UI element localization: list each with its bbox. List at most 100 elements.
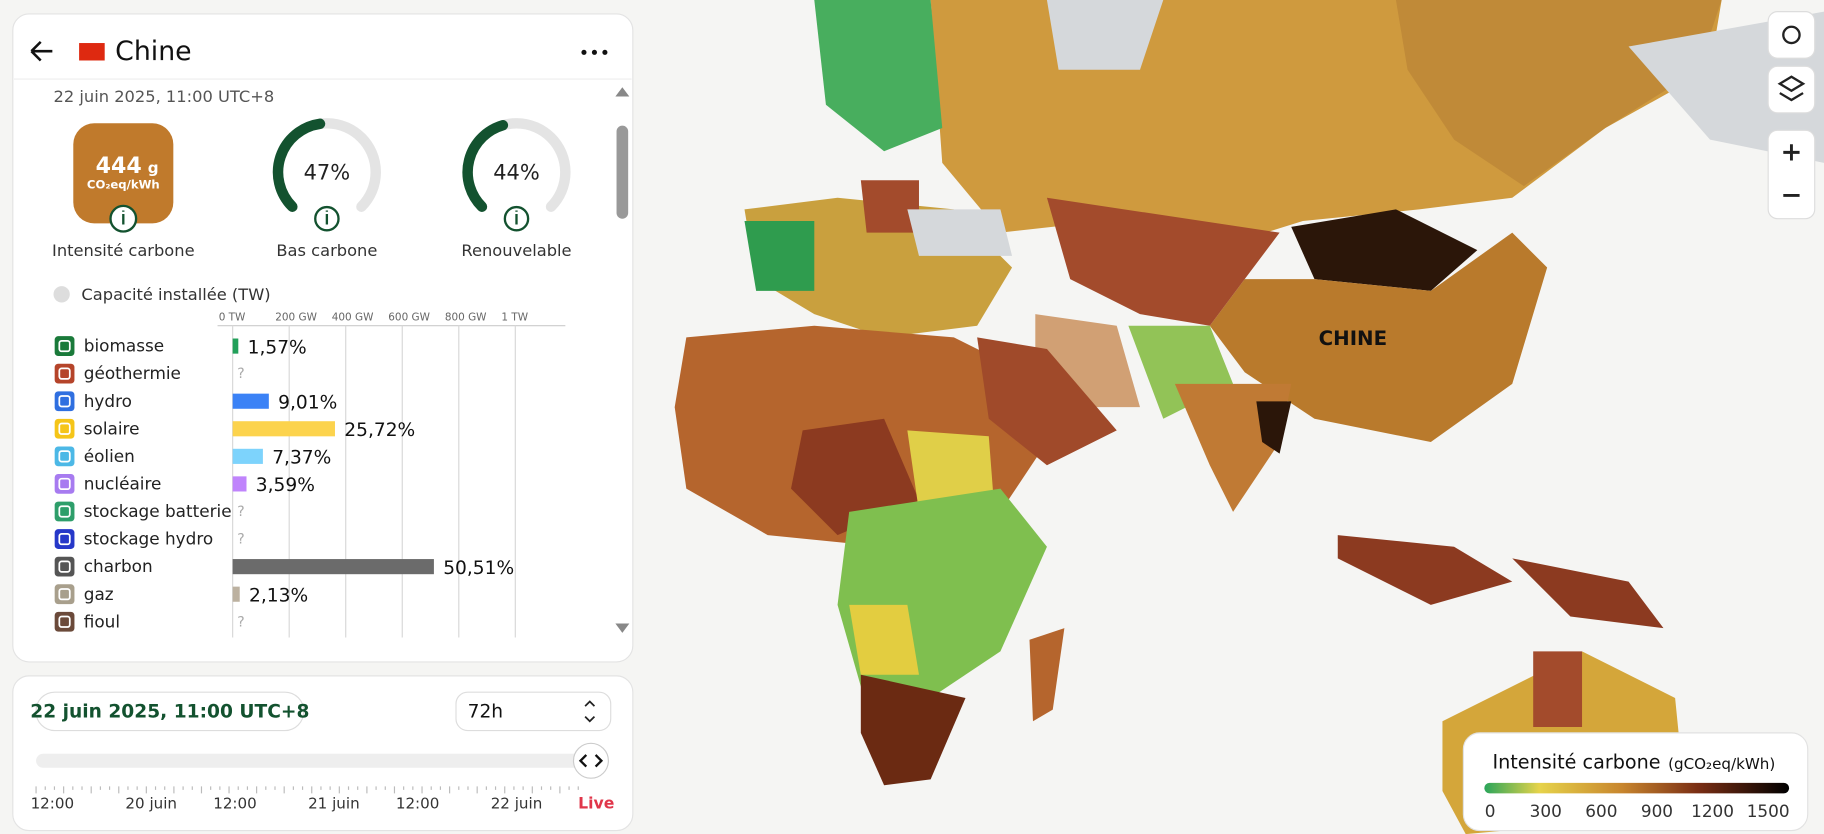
- gauge-label: 47%: [304, 160, 351, 184]
- legend-tick-label: 300: [1530, 801, 1562, 821]
- x-tick-label: 0 TW: [219, 312, 246, 324]
- legend: Intensité carbone (gCO₂eq/kWh) 0 300 600 90…: [1462, 732, 1809, 832]
- zoom-control: [1767, 129, 1816, 220]
- settings-icon: [1782, 25, 1801, 45]
- source-name: charbon: [84, 556, 153, 576]
- capacity-bar: [232, 476, 247, 492]
- scroll-up[interactable]: [615, 87, 630, 97]
- source-icon: [54, 501, 75, 522]
- x-tick-label: 800 GW: [445, 312, 487, 324]
- value-label: 25,72%: [344, 420, 415, 441]
- range-select[interactable]: [455, 691, 612, 732]
- live-label[interactable]: Live: [578, 793, 614, 812]
- intensity-sub: CO₂eq/kWh: [87, 177, 160, 191]
- value-label: ?: [237, 504, 244, 520]
- source-icon-glyph: [58, 532, 71, 546]
- intensity-caption: Intensité carbone: [52, 241, 195, 260]
- info-icon[interactable]: [109, 204, 138, 233]
- map-controls: [1767, 11, 1816, 220]
- source-name: géothermie: [84, 363, 181, 383]
- legend-unit: (gCO₂eq/kWh): [1668, 755, 1775, 773]
- capacity-bar: [232, 586, 240, 602]
- source-icon: [54, 529, 75, 549]
- value-label: 9,01%: [278, 392, 337, 413]
- settings-button[interactable]: [1767, 11, 1816, 59]
- x-tick-label: 200 GW: [275, 312, 317, 324]
- source-name: stockage batterie: [84, 501, 232, 521]
- source-name: stockage hydro: [84, 529, 213, 549]
- gauge-label: 44%: [493, 160, 540, 184]
- source-icon-glyph: [58, 505, 71, 518]
- legend-tick-label: 1200: [1691, 801, 1734, 821]
- timeline-handle[interactable]: [572, 742, 609, 779]
- timeline-tick-label: 20 juin: [125, 794, 177, 812]
- select-arrows: [584, 700, 596, 723]
- gauge-arc: [462, 120, 509, 212]
- zoom-in[interactable]: [1783, 144, 1800, 161]
- x-tick-label: 600 GW: [388, 312, 430, 324]
- capacity-bar: [232, 393, 269, 409]
- legend-tick-label: 0: [1485, 801, 1496, 821]
- capacity-bar: [232, 559, 434, 575]
- legend-box: [1462, 732, 1809, 832]
- gauge-caption: Bas carbone: [276, 241, 377, 260]
- timeline-tick-label: 12:00: [31, 794, 75, 812]
- back-button[interactable]: [30, 40, 53, 62]
- source-name: biomasse: [84, 336, 164, 356]
- source-name: solaire: [84, 418, 140, 438]
- value-label: ?: [237, 366, 244, 382]
- x-tick-label: 1 TW: [501, 312, 528, 324]
- range-value: 72h: [468, 701, 503, 722]
- source-icon-glyph: [58, 395, 71, 408]
- intensity-value: 444: [96, 153, 142, 179]
- scroll-down[interactable]: [615, 623, 630, 633]
- source-icon: [54, 336, 75, 356]
- handle-icon: [578, 754, 604, 768]
- capacity-toggle[interactable]: [53, 286, 70, 303]
- value-label: 3,59%: [256, 475, 315, 496]
- value-label: 50,51%: [443, 558, 514, 579]
- timeline-track: [36, 753, 583, 768]
- x-tick-label: 400 GW: [332, 312, 374, 324]
- legend-tick-label: 900: [1641, 801, 1673, 821]
- source-icon: [54, 611, 75, 632]
- flag: [79, 43, 105, 61]
- value-label: 7,37%: [272, 448, 331, 469]
- intensity-unit: g: [148, 159, 159, 177]
- legend-gradient: [1484, 782, 1790, 794]
- capacity-title: Capacité installée (TW): [81, 285, 270, 304]
- source-icon-glyph: [58, 339, 71, 353]
- source-icon-glyph: [58, 450, 71, 463]
- source-name: gaz: [84, 584, 114, 604]
- timeline-datetime: 22 juin 2025, 11:00 UTC+8: [30, 701, 309, 722]
- source-icon-glyph: [58, 477, 71, 491]
- source-icon-glyph: [58, 367, 71, 380]
- source-icon: [54, 556, 75, 577]
- source-name: nucléaire: [84, 474, 162, 494]
- source-icon: [54, 391, 75, 412]
- timeline-tick-label: 12:00: [213, 794, 257, 812]
- gauge-caption: Renouvelable: [461, 241, 571, 260]
- gauge-arc: [272, 118, 326, 212]
- info-icon[interactable]: [503, 205, 530, 232]
- source-icon-glyph: [58, 588, 71, 601]
- scrollbar-thumb[interactable]: [616, 125, 629, 219]
- capacity-bar: [232, 338, 239, 354]
- legend-title: Intensité carbone: [1492, 751, 1660, 774]
- source-icon: [54, 474, 75, 494]
- info-icon[interactable]: [314, 205, 340, 232]
- capacity-bar: [232, 421, 335, 437]
- more-button[interactable]: [581, 49, 608, 55]
- value-label: ?: [237, 614, 244, 630]
- source-icon: [54, 446, 75, 467]
- source-icon: [54, 584, 75, 605]
- source-icon: [54, 363, 75, 384]
- capacity-bar: [232, 448, 263, 464]
- value-label: ?: [237, 532, 244, 548]
- panel-datetime: 22 juin 2025, 11:00 UTC+8: [54, 87, 275, 106]
- timeline-tick-label: 21 juin: [308, 794, 360, 812]
- source-name: éolien: [84, 446, 135, 466]
